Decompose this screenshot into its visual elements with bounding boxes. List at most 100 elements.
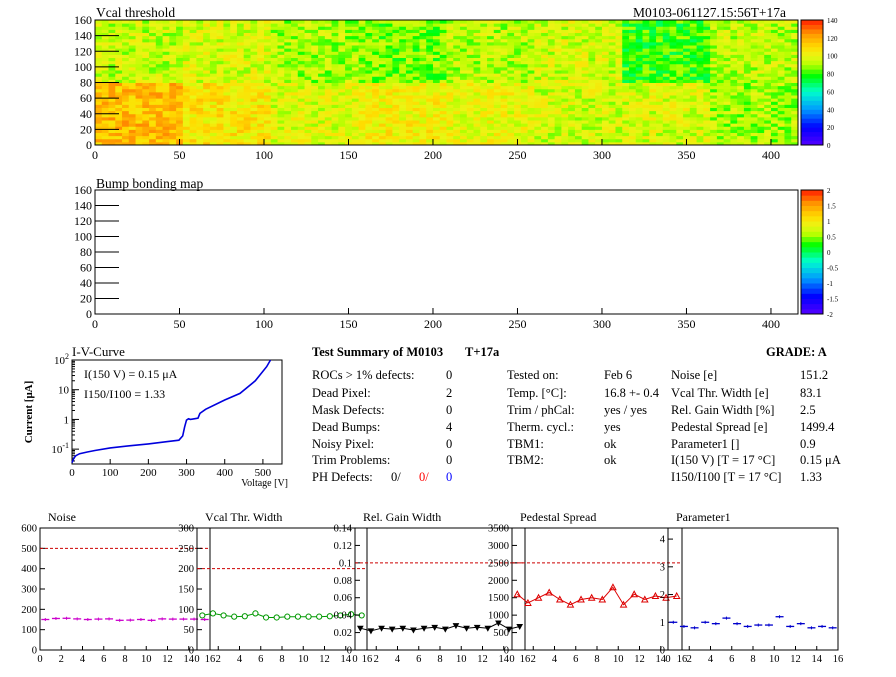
heatmap-cell: [257, 35, 265, 40]
heatmap-cell: [203, 85, 211, 90]
heatmap-cell: [351, 26, 360, 30]
heatmap-cell: [243, 66, 251, 71]
heatmap-cell: [669, 104, 677, 108]
heatmap-cell: [196, 85, 204, 90]
heatmap-cell: [689, 132, 698, 137]
heatmap-cell: [250, 73, 258, 77]
heatmap-cell: [169, 60, 177, 65]
heatmap-cell: [642, 104, 650, 108]
heatmap-cell: [683, 129, 691, 133]
heatmap-cell: [331, 107, 339, 112]
heatmap-cell: [101, 132, 110, 137]
heatmap-cell: [507, 20, 515, 24]
heatmap-cell: [581, 132, 589, 137]
heatmap-cell: [547, 20, 556, 24]
heatmap-cell: [527, 60, 535, 65]
heatmap-cell: [446, 79, 454, 83]
heatmap-cell: [318, 32, 326, 37]
roc-xtick-label: 16: [362, 654, 373, 665]
colorbar-band: [801, 200, 823, 206]
colorbar-band: [801, 73, 823, 79]
heatmap-cell: [527, 54, 535, 58]
heatmap-cell: [615, 79, 623, 83]
heatmap-cell: [324, 91, 333, 96]
heatmap-cell: [405, 79, 414, 83]
colorbar-band: [801, 91, 823, 97]
heatmap-cell: [791, 54, 799, 58]
heatmap-cell: [169, 110, 177, 115]
heatmap-cell: [547, 48, 556, 52]
heatmap-cell: [777, 101, 785, 105]
heatmap-cell: [561, 48, 569, 52]
heatmap-cell: [135, 60, 143, 65]
heatmap-cell: [683, 45, 691, 49]
heatmap-cell: [203, 82, 211, 87]
heatmap-cell: [601, 45, 610, 49]
heatmap-cell: [223, 91, 231, 96]
heatmap-cell: [351, 48, 360, 52]
heatmap-cell: [460, 45, 468, 49]
heatmap-cell: [250, 48, 258, 52]
heatmap-cell: [142, 66, 150, 71]
heatmap-cell: [716, 123, 725, 127]
heatmap-cell: [182, 95, 191, 99]
heatmap-cell: [466, 41, 475, 46]
heatmap-cell: [223, 29, 231, 33]
roc-point: [524, 598, 532, 606]
heatmap-cell: [696, 70, 704, 74]
heatmap-cell: [378, 35, 387, 40]
heatmap-cell: [372, 101, 380, 105]
heatmap-cell: [460, 113, 468, 118]
heatmap-cell: [460, 35, 468, 40]
roc-point: [516, 623, 524, 631]
heatmap-cell: [460, 135, 468, 140]
heatmap-cell: [338, 116, 346, 121]
heatmap-cell: [291, 132, 299, 137]
heatmap-cell: [730, 88, 738, 93]
heatmap-cell: [115, 29, 123, 33]
roc-point: [410, 627, 417, 634]
iv-annotation-current: I(150 V) = 0.15 μA: [84, 367, 178, 381]
heatmap-cell: [703, 123, 711, 127]
heatmap-cell: [297, 85, 306, 90]
heatmap-cell: [595, 95, 603, 99]
heatmap-cell: [460, 38, 468, 43]
heatmap-cell: [622, 60, 630, 65]
heatmap-cell: [784, 110, 792, 115]
heatmap-cell: [480, 98, 488, 102]
plot1-title: Vcal threshold: [96, 5, 176, 20]
roc-point: [399, 625, 407, 632]
heatmap-cell: [662, 73, 671, 77]
heatmap-cell: [351, 141, 360, 146]
heatmap-cell: [155, 104, 164, 108]
heatmap-cell: [101, 110, 110, 115]
heatmap-cell: [405, 141, 414, 146]
heatmap-cell: [203, 70, 211, 74]
heatmap-cell: [770, 132, 779, 137]
heatmap-cell: [791, 85, 799, 90]
heatmap-cell: [230, 26, 238, 30]
heatmap-cell: [304, 79, 312, 83]
heatmap-cell: [770, 20, 779, 24]
heatmap-cell: [460, 48, 468, 52]
heatmap-cell: [784, 82, 792, 87]
heatmap-cell: [270, 70, 279, 74]
heatmap-cell: [358, 141, 366, 146]
heatmap-cell: [412, 132, 420, 137]
heatmap-cell: [460, 95, 468, 99]
heatmap-cell: [257, 82, 265, 87]
heatmap-cell: [520, 45, 529, 49]
heatmap-cell: [203, 32, 211, 37]
heatmap-cell: [662, 141, 671, 146]
heatmap-cell: [189, 26, 197, 30]
heatmap-cell: [662, 79, 671, 83]
heatmap-cell: [716, 66, 725, 71]
heatmap-cell: [236, 110, 245, 115]
heatmap-cell: [243, 85, 251, 90]
heatmap-cell: [777, 107, 785, 112]
heatmap-cell: [466, 48, 475, 52]
heatmap-cell: [122, 20, 130, 24]
heatmap-cell: [574, 141, 583, 146]
heatmap-cell: [777, 41, 785, 46]
heatmap-cell: [561, 120, 569, 124]
